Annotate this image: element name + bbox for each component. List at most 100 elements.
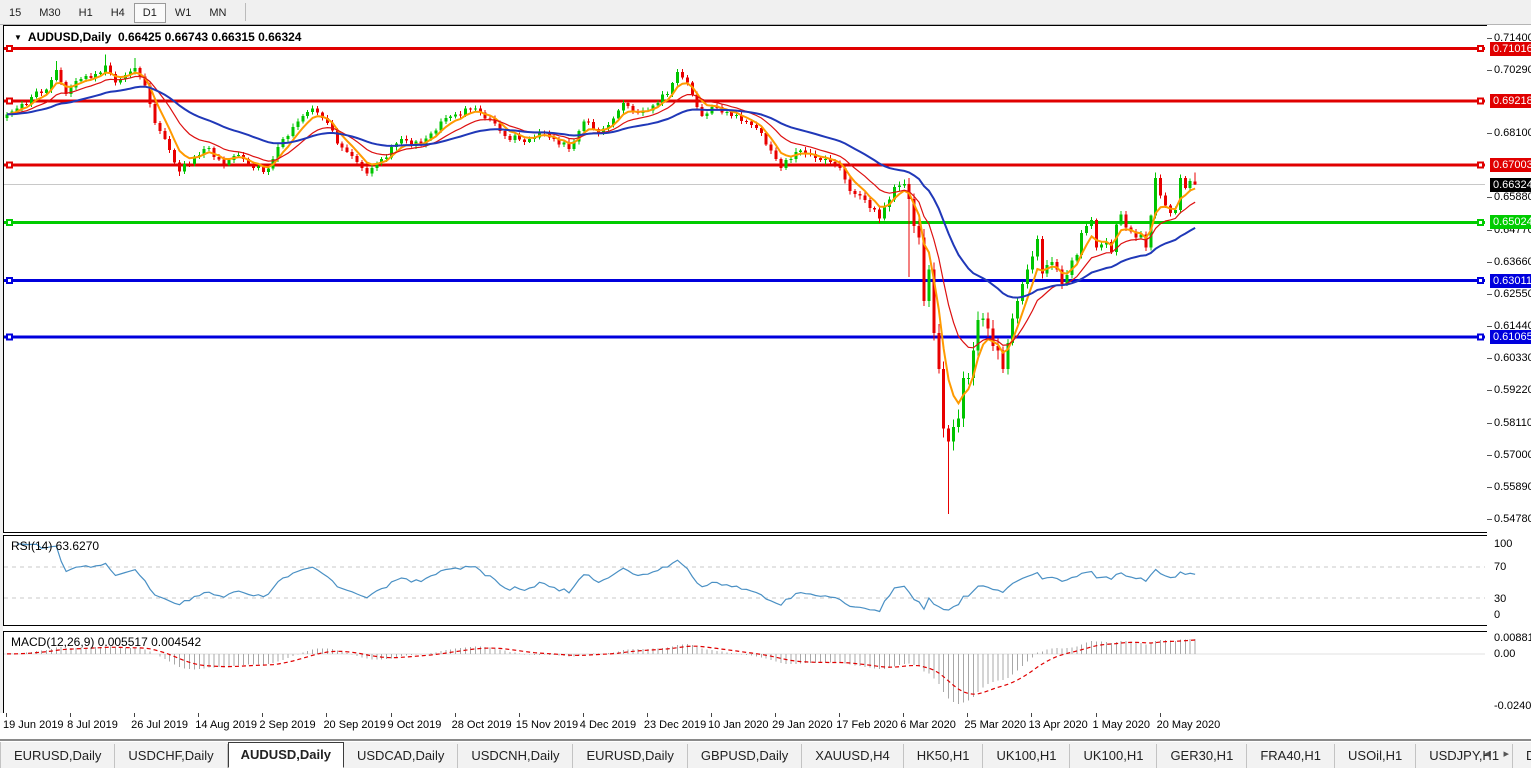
date-label: 23 Dec 2019 <box>643 719 707 731</box>
axis-tick-mark <box>1487 197 1492 199</box>
date-label: 29 Jan 2020 <box>772 719 833 731</box>
rsi-indicator-pane[interactable]: RSI(14) 63.6270 <box>3 535 1488 626</box>
rsi-axis-label: 0 <box>1494 609 1501 621</box>
chart-tab-EURUSD-Daily[interactable]: EURUSD,Daily <box>1 744 116 768</box>
chart-tab-USDCNH-Daily[interactable]: USDCNH,Daily <box>458 744 574 768</box>
chart-tab-XAUUSD-H4[interactable]: XAUUSD,H4 <box>802 744 904 768</box>
axis-tick-mark <box>1487 358 1492 360</box>
line-price-label: 0.65024 <box>1490 215 1531 230</box>
line-handle-center <box>1479 99 1482 103</box>
chart-tab-HK50-H1[interactable]: HK50,H1 <box>904 744 984 768</box>
date-tick-mark <box>518 713 520 717</box>
timeframe-button-H1[interactable]: H1 <box>78 6 93 19</box>
rsi-axis-label: 70 <box>1494 561 1507 573</box>
chart-tab-AUDUSD-Daily[interactable]: AUDUSD,Daily <box>227 742 344 768</box>
macd-canvas[interactable] <box>4 632 1485 711</box>
tab-scroll-left-icon[interactable]: ◂ <box>1483 748 1504 760</box>
date-tick-mark <box>1159 713 1161 717</box>
axis-tick-mark <box>1487 133 1492 135</box>
rsi-label: RSI(14) 63.6270 <box>11 539 100 553</box>
line-price-label: 0.69218 <box>1490 93 1531 108</box>
line-handle-center <box>8 47 11 51</box>
rsi-axis-label: 30 <box>1494 593 1507 605</box>
line-handle-center <box>1479 163 1482 167</box>
price-tick-label: 0.70290 <box>1494 63 1531 76</box>
candles-layer <box>5 54 1197 515</box>
chart-tab-USDJPY-H1[interactable]: USDJPY,H1 <box>1416 744 1514 768</box>
date-label: 26 Jul 2019 <box>131 719 189 731</box>
chart-menu-icon[interactable]: ▼ <box>14 33 22 42</box>
toolbar-separator <box>245 3 247 21</box>
macd-histogram <box>11 638 1196 705</box>
date-label: 20 Sep 2019 <box>323 719 386 731</box>
axis-tick-mark <box>1487 261 1492 263</box>
date-label: 9 Oct 2019 <box>387 719 442 731</box>
macd-indicator-pane[interactable]: MACD(12,26,9) 0.005517 0.004542 <box>3 631 1488 714</box>
chart-tab-USDCAD-Daily[interactable]: USDCAD,Daily <box>344 744 459 768</box>
chart-tab-GER30-H1[interactable]: GER30,H1 <box>1157 744 1248 768</box>
axis-tick-mark <box>1487 326 1492 328</box>
main-chart-pane[interactable]: ▼ AUDUSD,Daily 0.66425 0.66743 0.66315 0.… <box>3 25 1488 533</box>
macd-axis-label: -0.024082 <box>1494 700 1531 712</box>
price-tick-label: 0.62550 <box>1494 287 1531 300</box>
date-tick-mark <box>775 713 777 717</box>
chart-tab-UK100-H1[interactable]: UK100,H1 <box>983 744 1071 768</box>
tab-stub <box>0 742 1 768</box>
price-tick-label: 0.63660 <box>1494 255 1531 268</box>
timeframe-button-M30[interactable]: M30 <box>39 6 61 19</box>
main-chart-canvas[interactable] <box>4 26 1485 530</box>
macd-label: MACD(12,26,9) 0.005517 0.004542 <box>11 635 202 649</box>
date-axis: 19 Jun 2019 8 Jul 2019 26 Jul 2019 14 Aug 2… <box>0 713 1531 739</box>
price-tick-label: 0.54780 <box>1494 512 1531 525</box>
line-handle-center <box>8 99 11 103</box>
date-tick-mark <box>262 713 264 717</box>
date-label: 13 Apr 2020 <box>1028 719 1088 731</box>
chart-tab-GBPUSD-Daily[interactable]: GBPUSD,Daily <box>688 744 803 768</box>
date-label: 14 Aug 2019 <box>195 719 258 731</box>
date-tick-mark <box>1031 713 1033 717</box>
line-handle-center <box>1479 220 1482 224</box>
line-price-label: 0.61065 <box>1490 329 1531 344</box>
axis-tick-mark <box>1487 229 1492 231</box>
date-label: 19 Jun 2019 <box>3 719 64 731</box>
price-axis: 0.71400 0.70290 0.68100 0.65880 0.64770 0.636… <box>1487 25 1531 713</box>
chart-tab-FRA40-H1[interactable]: FRA40,H1 <box>1247 744 1336 768</box>
date-tick-mark <box>646 713 648 717</box>
date-tick-mark <box>134 713 136 717</box>
timeframe-button-H4[interactable]: H4 <box>110 6 125 19</box>
date-label: 8 Jul 2019 <box>67 719 118 731</box>
price-tick-label: 0.55890 <box>1494 480 1531 493</box>
axis-tick-mark <box>1487 454 1492 456</box>
chart-tab-UK100-H1[interactable]: UK100,H1 <box>1070 744 1158 768</box>
line-handle-center <box>1479 279 1482 283</box>
tab-scroll-arrows: ◂▸ <box>1484 747 1523 760</box>
date-tick-mark <box>454 713 456 717</box>
date-label: 15 Nov 2019 <box>515 719 579 731</box>
line-handle-center <box>8 220 11 224</box>
date-label: 2 Sep 2019 <box>259 719 316 731</box>
chart-title: ▼ AUDUSD,Daily 0.66425 0.66743 0.66315 0.… <box>14 30 301 44</box>
rsi-canvas[interactable] <box>4 536 1485 623</box>
date-tick-mark <box>6 713 7 717</box>
axis-tick-mark <box>1487 518 1492 520</box>
line-price-label: 0.71016 <box>1490 41 1531 56</box>
date-label: 20 May 2020 <box>1156 719 1221 731</box>
date-tick-mark <box>1095 713 1097 717</box>
chart-tab-USDCHF-Daily[interactable]: USDCHF,Daily <box>115 744 228 768</box>
timeframe-button-MN[interactable]: MN <box>209 6 227 19</box>
price-tick-label: 0.57000 <box>1494 448 1531 461</box>
macd-axis-label: 0.008815 <box>1494 632 1531 644</box>
date-tick-mark <box>70 713 72 717</box>
timeframe-button-W1[interactable]: W1 <box>174 6 192 19</box>
chart-ohlc-values: 0.66425 0.66743 0.66315 0.66324 <box>117 30 302 44</box>
timeframe-button-15[interactable]: 15 <box>9 6 22 19</box>
chart-tab-EURUSD-Daily[interactable]: EURUSD,Daily <box>573 744 688 768</box>
line-handle-center <box>1479 335 1482 339</box>
chart-tab-USOil-H1[interactable]: USOil,H1 <box>1335 744 1417 768</box>
price-tick-label: 0.65880 <box>1494 191 1531 204</box>
timeframe-button-D1[interactable]: D1 <box>133 2 166 23</box>
chart-tab-DJ30-Daily[interactable]: DJ30,Daily <box>1513 744 1531 768</box>
line-handle-center <box>8 335 11 339</box>
line-handle-center <box>8 279 11 283</box>
tab-scroll-right-icon[interactable]: ▸ <box>1503 748 1523 760</box>
